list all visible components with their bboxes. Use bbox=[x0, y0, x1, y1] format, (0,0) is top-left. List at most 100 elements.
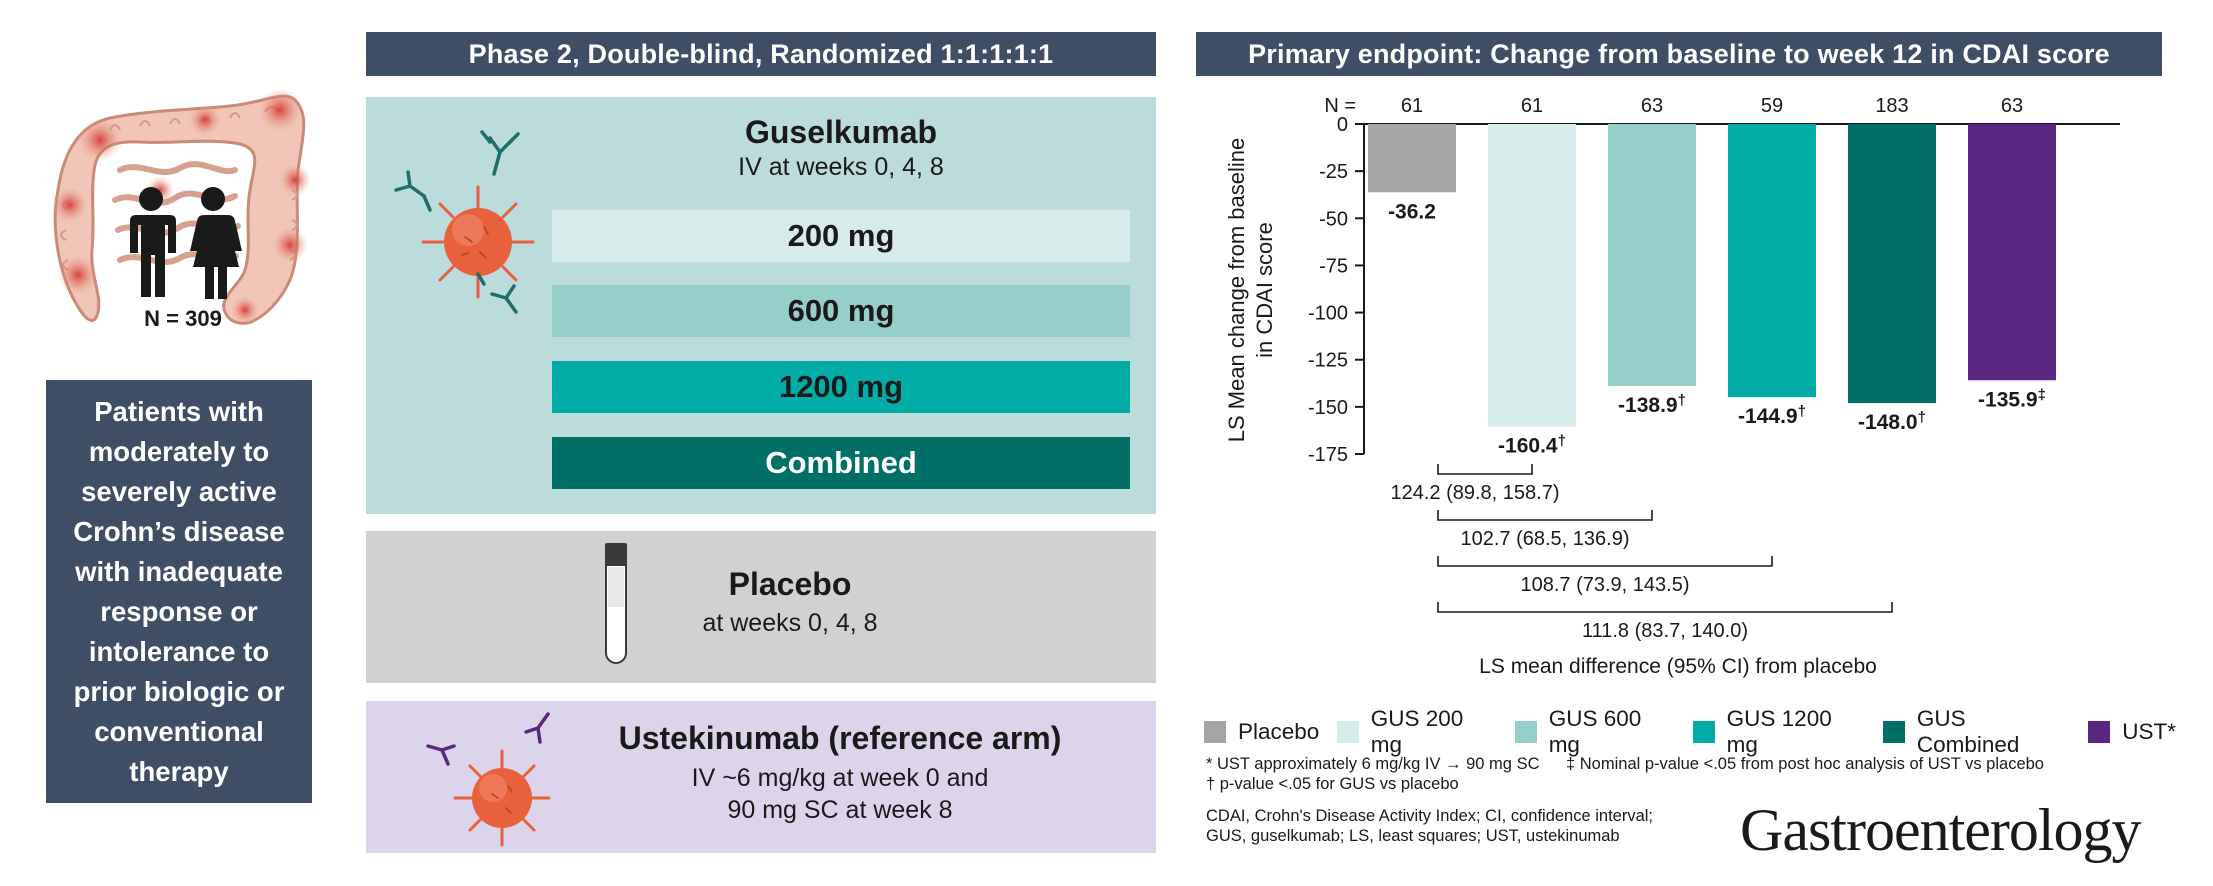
bar-value-label: -135.9‡ bbox=[1978, 386, 2046, 411]
differences-caption: LS mean difference (95% CI) from placebo bbox=[1479, 655, 1877, 678]
bar-4 bbox=[1848, 124, 1936, 404]
significance-mark: † bbox=[1918, 409, 1926, 426]
legend-swatch bbox=[1883, 721, 1905, 743]
n-count-label: 63 bbox=[2001, 95, 2023, 117]
significance-mark: † bbox=[1798, 403, 1806, 420]
placebo-panel bbox=[366, 531, 1156, 683]
y-tick-label: -75 bbox=[1319, 255, 1348, 277]
bar-5 bbox=[1968, 124, 2056, 381]
n-count-label: 183 bbox=[1875, 95, 1908, 117]
difference-label: 108.7 (73.9, 143.5) bbox=[1520, 574, 1689, 596]
legend-label: GUS 1200 mg bbox=[1726, 706, 1832, 757]
legend-swatch bbox=[1204, 721, 1226, 743]
guselkumab-subtitle: IV at weeks 0, 4, 8 bbox=[738, 153, 944, 181]
n-count-label: 61 bbox=[1521, 95, 1543, 117]
guselkumab-virus-icon bbox=[380, 112, 540, 317]
legend-label: GUS 200 mg bbox=[1370, 706, 1464, 757]
dose-label: 200 mg bbox=[787, 218, 895, 253]
y-tick-label: 0 bbox=[1337, 114, 1348, 136]
difference-label: 111.8 (83.7, 140.0) bbox=[1582, 620, 1748, 642]
dose-label: 1200 mg bbox=[778, 369, 904, 404]
patients-line: with inadequate bbox=[75, 555, 283, 587]
patients-line: intolerance to bbox=[88, 635, 270, 667]
n-count-label: 61 bbox=[1401, 95, 1423, 117]
bar-value-label: -138.9† bbox=[1618, 392, 1686, 417]
bar-value-text: -138.9 bbox=[1618, 394, 1678, 417]
y-axis-label: in CDAI score bbox=[1252, 222, 1277, 358]
bar-value-text: -36.2 bbox=[1388, 200, 1436, 223]
y-tick-label: -125 bbox=[1308, 350, 1348, 372]
bar-3 bbox=[1728, 124, 1816, 398]
cdai-bar-chart: LS Mean change from baseline in CDAI scor… bbox=[1224, 95, 2120, 678]
difference-bracket bbox=[1437, 556, 1773, 567]
difference-bracket bbox=[1437, 602, 1893, 613]
guselkumab-title: Guselkumab bbox=[744, 114, 938, 150]
bar-value-text: -144.9 bbox=[1738, 405, 1798, 428]
legend-label: GUS Combined bbox=[1916, 706, 2020, 757]
y-tick-label: -150 bbox=[1308, 397, 1348, 419]
legend-item-ust: UST* bbox=[2088, 719, 2176, 745]
colon-icon bbox=[52, 88, 311, 325]
patients-line: moderately to bbox=[88, 435, 270, 467]
n-count-label: 63 bbox=[1641, 95, 1663, 117]
colon-illustration bbox=[40, 80, 320, 340]
endpoint-header: Primary endpoint: Change from baseline t… bbox=[1196, 32, 2162, 76]
footnote-abbrev-2: GUS, guselkumab; LS, least squares; UST,… bbox=[1206, 827, 1620, 845]
significance-mark: ‡ bbox=[2038, 386, 2046, 403]
bar-value-label: -148.0† bbox=[1858, 409, 1926, 434]
bar-value-text: -135.9 bbox=[1978, 388, 2038, 411]
dose-label: Combined bbox=[765, 445, 917, 480]
y-tick-label: -100 bbox=[1308, 303, 1348, 325]
journal-logo: Gastroenterology bbox=[1740, 797, 2142, 863]
legend-swatch bbox=[1515, 721, 1537, 743]
patient-population-box: Patients with moderately to severely act… bbox=[46, 380, 312, 803]
legend-item-placebo: Placebo bbox=[1204, 719, 1319, 745]
test-tube-icon bbox=[596, 541, 636, 671]
design-header: Phase 2, Double-blind, Randomized 1:1:1:… bbox=[366, 32, 1156, 76]
placebo-subtitle: at weeks 0, 4, 8 bbox=[702, 609, 878, 637]
bar-1 bbox=[1488, 124, 1576, 427]
legend-label: Placebo bbox=[1238, 719, 1320, 744]
footnote-nominal: ‡ Nominal p-value <.05 from post hoc ana… bbox=[1566, 755, 2044, 773]
patients-line: conventional bbox=[94, 715, 264, 747]
legend-label: UST* bbox=[2122, 719, 2176, 744]
bar-value-label: -36.2 bbox=[1388, 200, 1436, 223]
legend-item-gus1200: GUS 1200 mg bbox=[1693, 706, 1865, 758]
y-axis-label: LS Mean change from baseline bbox=[1224, 138, 1249, 443]
footnote-abbrev-1: CDAI, Crohn's Disease Activity Index; CI… bbox=[1206, 807, 1654, 825]
bar-0 bbox=[1368, 124, 1456, 193]
difference-label: 124.2 (89.8, 158.7) bbox=[1390, 482, 1559, 504]
legend-swatch bbox=[2088, 721, 2111, 743]
ustekinumab-virus-icon bbox=[420, 706, 570, 851]
bar-2 bbox=[1608, 124, 1696, 386]
y-tick-label: -175 bbox=[1308, 444, 1348, 466]
bar-value-label: -160.4† bbox=[1498, 432, 1566, 457]
dose-combined-bar: Combined bbox=[552, 437, 1130, 489]
patients-line: prior biologic or bbox=[73, 675, 285, 707]
dose-200-bar: 200 mg bbox=[552, 210, 1130, 262]
legend-item-gus200: GUS 200 mg bbox=[1337, 706, 1497, 758]
y-tick-label: -25 bbox=[1319, 161, 1348, 183]
dose-1200-bar: 1200 mg bbox=[552, 361, 1130, 413]
significance-mark: † bbox=[1558, 432, 1566, 449]
legend-item-gus-combined: GUS Combined bbox=[1883, 706, 2070, 758]
y-tick-label: -50 bbox=[1319, 208, 1348, 230]
significance-mark: † bbox=[1678, 392, 1686, 409]
ustekinumab-title: Ustekinumab (reference arm) bbox=[618, 720, 1062, 756]
patients-line: Crohn’s disease bbox=[73, 515, 285, 547]
placebo-title: Placebo bbox=[728, 566, 852, 602]
n-prefix-label: N = bbox=[1324, 95, 1356, 117]
legend-label: GUS 600 mg bbox=[1548, 706, 1642, 757]
footnote-dagger: † p-value <.05 for GUS vs placebo bbox=[1206, 775, 1459, 793]
n-count-label: 59 bbox=[1761, 95, 1783, 117]
bar-value-text: -160.4 bbox=[1498, 434, 1558, 457]
footnote-ust: * UST approximately 6 mg/kg IV → 90 mg S… bbox=[1206, 755, 1540, 773]
bar-value-label: -144.9† bbox=[1738, 403, 1806, 428]
bar-value-text: -148.0 bbox=[1858, 411, 1918, 434]
n-total-label: N = 309 bbox=[144, 306, 222, 331]
chart-legend: Placebo GUS 200 mg GUS 600 mg GUS 1200 m… bbox=[1204, 706, 2194, 758]
difference-bracket bbox=[1437, 510, 1653, 521]
patients-line: Patients with bbox=[94, 395, 264, 427]
ustekinumab-line1: IV ~6 mg/kg at week 0 and bbox=[691, 764, 989, 792]
legend-item-gus600: GUS 600 mg bbox=[1515, 706, 1675, 758]
